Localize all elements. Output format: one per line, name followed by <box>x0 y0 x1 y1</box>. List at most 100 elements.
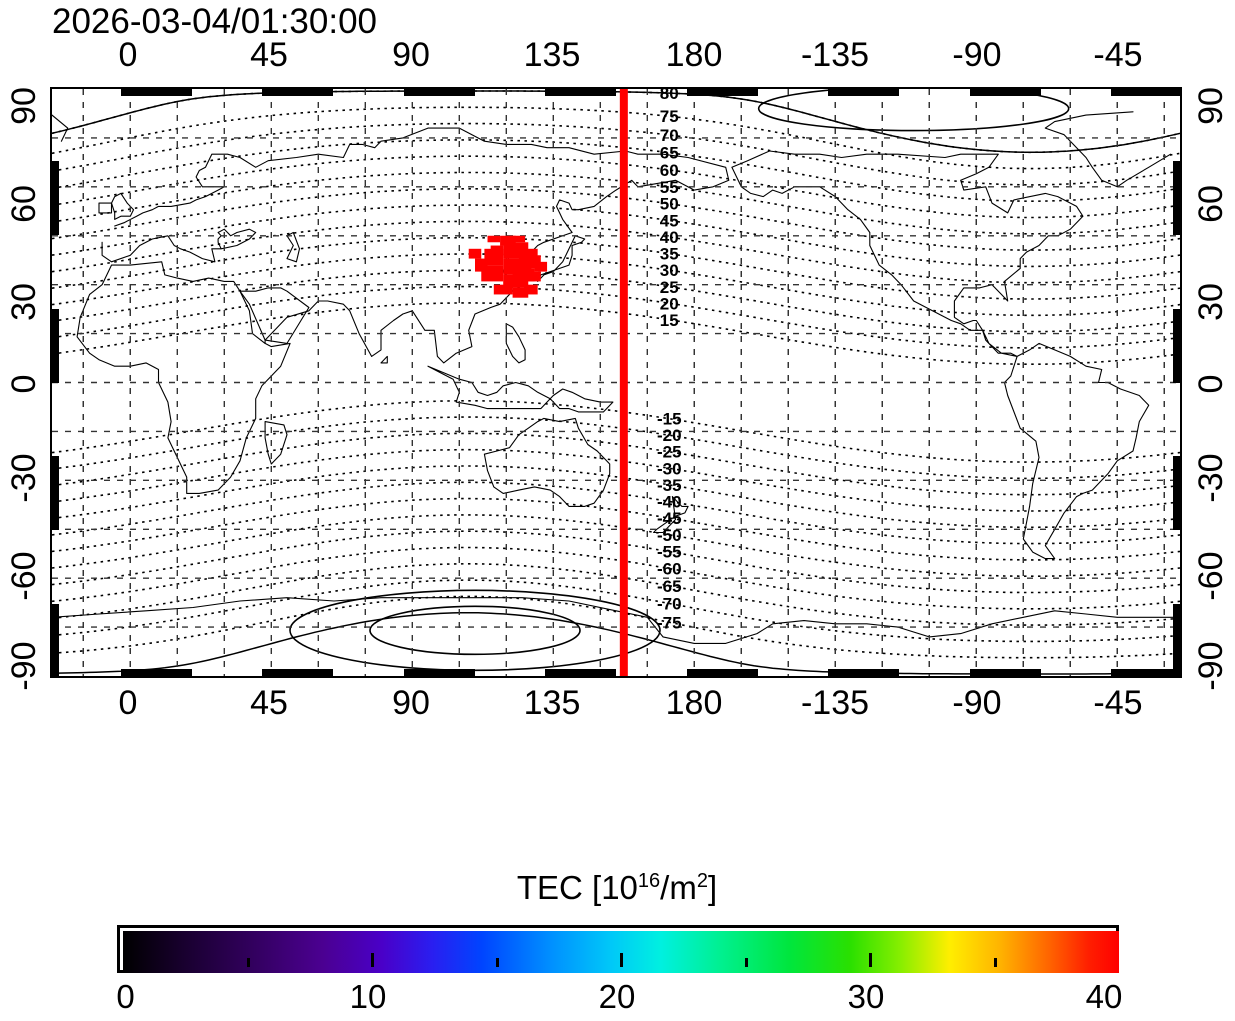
contour-label: -25 <box>657 443 682 462</box>
x-tick-label: 135 <box>523 36 581 74</box>
contours-path <box>52 465 1180 529</box>
contours-path <box>52 155 1180 219</box>
colorbar-tick-label: 0 <box>116 978 135 1015</box>
contour-label: -55 <box>657 543 682 562</box>
y-tick-label: -90 <box>1192 641 1230 691</box>
colorbar-title-mid: /m <box>660 869 697 906</box>
contour-label: 40 <box>660 228 679 247</box>
x-tick-label: 45 <box>250 36 288 74</box>
coast-path <box>286 231 301 263</box>
magnetic-midnight-meridian-line <box>619 89 628 676</box>
colorbar-tick-label: 30 <box>847 978 885 1015</box>
y-tick-label: 0 <box>5 374 43 394</box>
colorbar-tick <box>869 953 872 967</box>
coast-path <box>1116 153 1172 188</box>
contours-path <box>52 236 1180 300</box>
tec-data-cell <box>528 271 541 282</box>
contour-label: -60 <box>657 560 682 579</box>
contours-path <box>52 432 1180 496</box>
colorbar-title-prefix: TEC [10 <box>516 869 638 906</box>
colorbar-frame <box>117 925 1119 973</box>
contour-label: -20 <box>657 426 682 445</box>
map-border-band-right <box>1173 87 1182 678</box>
contour-label: -65 <box>657 577 682 596</box>
y-tick-label: 30 <box>5 283 43 321</box>
contours-path <box>52 253 1180 317</box>
contours-path <box>52 90 1180 154</box>
contours-path <box>52 579 1180 643</box>
colorbar-title-suffix: ] <box>707 869 718 906</box>
coast-path <box>1003 342 1150 560</box>
x-tick-label: -90 <box>952 36 1002 74</box>
map-border-band-bottom <box>50 669 1182 678</box>
y-tick-label: 60 <box>5 185 43 223</box>
contours-path <box>52 546 1180 610</box>
coast-path <box>76 261 291 494</box>
x-tick-label: 45 <box>250 684 288 722</box>
contour-label: -35 <box>657 476 682 495</box>
y-tick-label: -60 <box>5 551 43 601</box>
colorbar-tick <box>495 958 499 967</box>
contour-label: 60 <box>660 161 679 180</box>
tec-data-cell <box>525 284 538 295</box>
y-tick-label: -60 <box>1192 551 1230 601</box>
tec-map-plot[interactable]: 80 75 70 65 60 55 50 45 40 35 30 25 20 15 -15 -20 -25 -30… <box>50 87 1182 678</box>
colorbar-title: TEC [1016/m2] <box>517 869 717 907</box>
contour-label: 20 <box>660 294 679 313</box>
x-tick-label: -45 <box>1093 684 1143 722</box>
contours-path <box>52 530 1180 594</box>
y-tick-label: 60 <box>1192 185 1230 223</box>
coast-path <box>114 127 730 364</box>
tec-data-cell <box>475 258 488 272</box>
coast-path <box>239 287 310 344</box>
coast-path <box>653 496 689 534</box>
y-tick-label: 90 <box>5 87 43 125</box>
x-tick-label: 180 <box>665 684 723 722</box>
contour-label: 80 <box>660 89 679 103</box>
tec-colorbar[interactable] <box>117 925 1119 973</box>
x-tick-label: -135 <box>800 684 870 722</box>
colorbar-tick <box>620 953 623 967</box>
coast-path <box>427 365 614 413</box>
contour-label: 35 <box>660 245 679 264</box>
colorbar-tick-label: 40 <box>1085 978 1123 1015</box>
contours-path <box>52 514 1180 577</box>
x-tick-label: -135 <box>800 36 870 74</box>
polar-contour-ring <box>369 605 581 656</box>
colorbar-tick-label: 10 <box>349 978 387 1015</box>
contour-label: 45 <box>660 211 679 230</box>
colorbar-tick-label: 20 <box>598 978 636 1015</box>
colorbar-tick <box>993 958 997 967</box>
contours-path <box>52 171 1180 235</box>
contours-path <box>52 122 1180 186</box>
contours-path <box>52 106 1180 170</box>
coast-path <box>731 150 1084 357</box>
tec-data-cell <box>534 261 548 272</box>
y-tick-label: -30 <box>1192 453 1230 503</box>
y-tick-label: -90 <box>5 641 43 691</box>
y-tick-label: 30 <box>1192 283 1230 321</box>
contour-label: 50 <box>660 195 679 214</box>
x-tick-label: 90 <box>392 684 430 722</box>
contour-label: 15 <box>660 311 679 330</box>
contour-label: -40 <box>657 492 682 511</box>
contour-label: 75 <box>660 107 679 126</box>
map-border-band-left <box>50 87 59 678</box>
tec-data-cell <box>493 284 513 295</box>
x-tick-label: 90 <box>392 36 430 74</box>
y-tick-label: 0 <box>1192 374 1230 394</box>
contour-label: 55 <box>660 178 679 197</box>
x-tick-label: 0 <box>118 684 138 722</box>
x-tick-label: -90 <box>952 684 1002 722</box>
contours-path <box>52 285 1180 349</box>
colorbar-title-exponent2: 2 <box>696 870 708 892</box>
contour-label: -45 <box>657 509 682 528</box>
map-canvas[interactable]: 80 75 70 65 60 55 50 45 40 35 30 25 20 15 -15 -20 -25 -30… <box>52 89 1180 676</box>
contours-path <box>52 481 1180 545</box>
contours-path <box>52 220 1180 284</box>
x-tick-label: 0 <box>118 36 138 74</box>
colorbar-title-exponent: 16 <box>637 870 661 892</box>
contour-label: -15 <box>657 410 682 429</box>
coast-path <box>52 114 69 142</box>
